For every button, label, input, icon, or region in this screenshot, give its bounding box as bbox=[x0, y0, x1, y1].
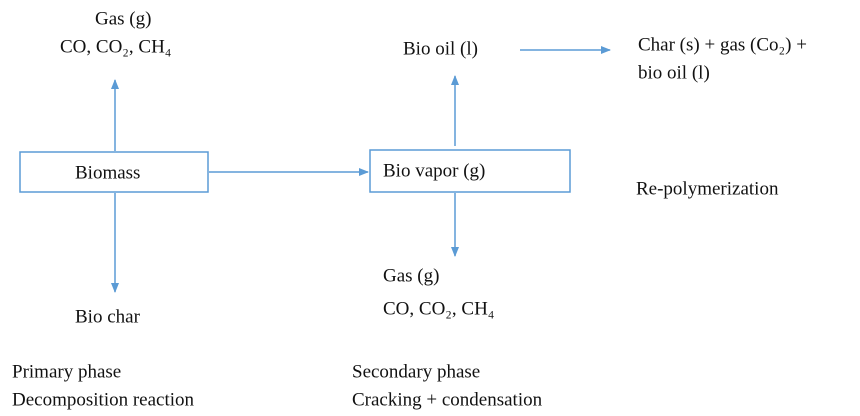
node-box bbox=[369, 149, 571, 193]
phase-reaction: Cracking + condensation bbox=[352, 389, 543, 410]
label: Gas (g) bbox=[95, 8, 151, 29]
label: Re-polymerization bbox=[636, 178, 779, 199]
node-label: Bio vapor (g) bbox=[383, 160, 485, 181]
node-label: Biomass bbox=[75, 162, 140, 183]
phase-name: Secondary phase bbox=[352, 361, 480, 382]
label: bio oil (l) bbox=[638, 62, 710, 83]
phase-reaction: Decomposition reaction bbox=[12, 389, 195, 410]
label: Bio oil (l) bbox=[403, 38, 478, 59]
label: Gas (g) bbox=[383, 265, 439, 286]
label: Bio char bbox=[75, 306, 141, 327]
label: Char (s) + gas (Co₂) + bbox=[638, 34, 807, 55]
phase-name: Primary phase bbox=[12, 361, 121, 382]
label: CO, CO₂, CH₄ bbox=[383, 298, 494, 319]
label: CO, CO₂, CH₄ bbox=[60, 36, 171, 57]
node-box bbox=[19, 151, 209, 193]
